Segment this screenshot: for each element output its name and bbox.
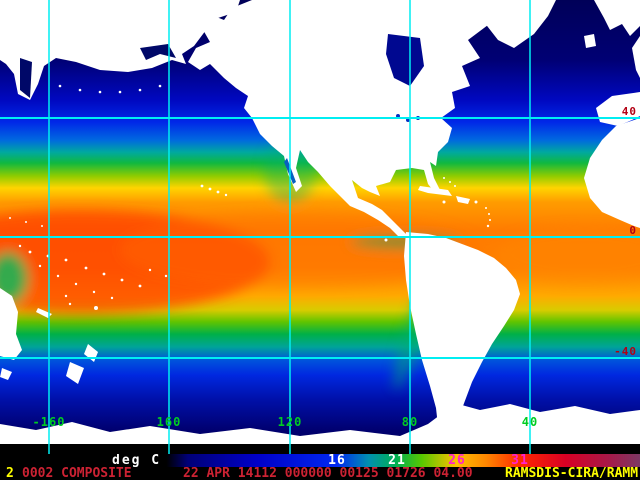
longitude-gridlines <box>48 0 531 454</box>
longitude-label: 40 <box>521 415 539 429</box>
latitude-label: 40 <box>621 105 637 118</box>
colorbar-tick: 31 <box>511 453 529 468</box>
water-notch-layer <box>20 34 424 184</box>
longitude-label: 160 <box>156 415 182 429</box>
longitude-label: 80 <box>401 415 419 429</box>
sst-map-image <box>0 0 640 454</box>
colorbar-tick: 21 <box>388 453 406 468</box>
map-bottom-strip <box>0 444 640 454</box>
frame-counter: 2 <box>6 466 14 480</box>
colorbar-tick: 26 <box>448 453 466 468</box>
latitude-label: -40 <box>614 345 637 358</box>
longitude-label: 120 <box>277 415 303 429</box>
sst-map: -160 160 120 80 40 40 0 -40 <box>0 0 640 454</box>
timestamp-info: 22 APR 14112 000000 00125 01726 04.00 <box>183 466 473 480</box>
longitude-label: -160 <box>32 415 66 429</box>
product-label: 0002 COMPOSITE <box>22 466 132 480</box>
colorbar-tick: 16 <box>328 453 346 468</box>
latitude-gridlines <box>0 117 640 359</box>
temperature-colorbar: deg C 16 21 26 31 <box>108 453 640 468</box>
latitude-label: 0 <box>629 224 637 237</box>
sst-anomaly-layer <box>0 136 640 390</box>
credit-label: RAMSDIS-CIRA/RAMM <box>505 466 639 480</box>
colorbar-units-label: deg C <box>112 453 162 468</box>
status-bar: 2 0002 COMPOSITE 22 APR 14112 000000 001… <box>0 466 640 480</box>
